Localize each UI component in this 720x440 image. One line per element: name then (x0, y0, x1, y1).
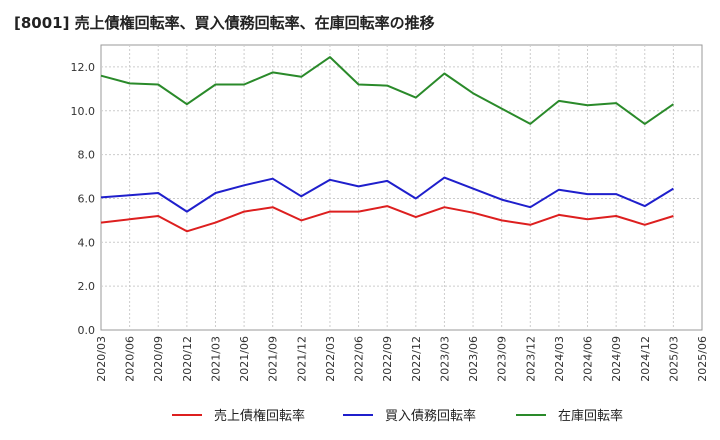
plot-area (100, 44, 703, 331)
chart-title: [8001] 売上債権回転率、買入債務回転率、在庫回転率の推移 (14, 14, 435, 32)
x-tick-label: 2025/03 (667, 336, 680, 382)
legend-label-3: 在庫回転率 (558, 408, 623, 424)
x-tick-label: 2024/09 (610, 336, 623, 382)
x-tick-label: 2023/12 (524, 336, 537, 382)
x-tick-label: 2020/06 (124, 336, 137, 382)
x-tick-label: 2020/09 (152, 336, 165, 382)
legend-label-1: 売上債権回転率 (214, 408, 305, 424)
x-tick-label: 2020/12 (181, 336, 194, 382)
y-tick-label: 12.0 (71, 61, 96, 74)
x-tick-label: 2021/06 (238, 336, 251, 382)
x-tick-label: 2024/06 (582, 336, 595, 382)
series-line-2 (100, 176, 674, 213)
series-line-3 (100, 56, 674, 125)
x-tick-label: 2021/12 (295, 336, 308, 382)
x-tick-label: 2023/03 (438, 336, 451, 382)
y-tick-label: 6.0 (78, 192, 96, 205)
x-tick-label: 2023/09 (496, 336, 509, 382)
x-tick-label: 2024/03 (553, 336, 566, 382)
y-tick-label: 8.0 (78, 149, 96, 162)
x-tick-label: 2022/12 (410, 336, 423, 382)
x-tick-label: 2022/06 (353, 336, 366, 382)
x-tick-label: 2021/09 (267, 336, 280, 382)
x-tick-label: 2024/12 (639, 336, 652, 382)
series-line-1 (100, 205, 674, 233)
x-tick-label: 2022/03 (324, 336, 337, 382)
x-tick-label: 2020/03 (95, 336, 108, 382)
y-tick-label: 10.0 (71, 105, 96, 118)
y-tick-label: 2.0 (78, 280, 96, 293)
y-tick-label: 4.0 (78, 236, 96, 249)
x-tick-label: 2023/06 (467, 336, 480, 382)
x-tick-label: 2025/06 (696, 336, 709, 382)
x-tick-label: 2022/09 (381, 336, 394, 382)
y-tick-label: 0.0 (78, 324, 96, 337)
legend-label-2: 買入債務回転率 (385, 408, 476, 424)
x-tick-label: 2021/03 (209, 336, 222, 382)
